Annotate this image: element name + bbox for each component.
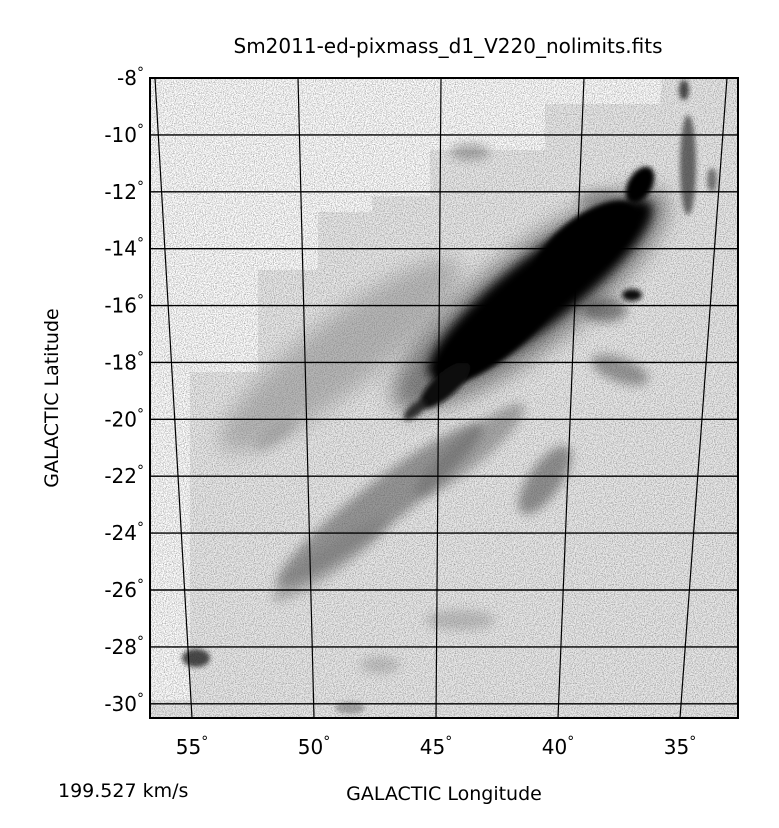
velocity-annotation: 199.527 km/s [58,780,188,802]
y-tick-label: -8° [117,65,144,90]
x-tick-labels: 55° 50° 45° 40° 35° [176,734,696,759]
y-tick-label: -24° [104,520,144,545]
main-filament [392,166,668,421]
x-tick-label: 45° [420,734,452,759]
y-tick-label: -18° [104,349,144,374]
left-diffuse-band [219,258,461,452]
far-right-streak [680,115,696,215]
x-tick-label: 35° [664,734,696,759]
intensity-image [150,78,738,718]
plot-frame [149,77,739,719]
y-tick-label: -22° [104,463,144,488]
right-clump [518,445,572,515]
y-axis-label: GALACTIC Latitude [41,308,63,487]
y-tick-label: -14° [104,236,144,261]
y-tick-labels: -8° -10° -12° -14° -16° -18° -20° -22° -24° -26° -… [104,65,144,716]
y-tick-label: -10° [104,122,144,147]
y-tick-label: -20° [104,406,144,431]
chart-title: Sm2011-ed-pixmass_d1_V220_nolimits.fits [234,34,663,58]
diffuse-emission [182,80,717,714]
y-tick-label: -16° [104,293,144,318]
x-tick-label: 40° [542,734,574,759]
longitude-gridline [679,78,728,718]
x-tick-label: 50° [298,734,330,759]
y-tick-label: -30° [104,691,144,716]
y-tick-label: -12° [104,179,144,204]
coordinate-grid [150,78,738,718]
longitude-gridline [154,78,193,718]
small-knot [182,649,210,667]
longitude-gridline [435,78,442,718]
x-tick-label: 55° [176,734,208,759]
y-tick-label: -26° [104,577,144,602]
longitude-gridline [297,78,315,718]
longitude-gridline [557,78,585,718]
x-axis-label: GALACTIC Longitude [346,783,542,805]
y-tick-label: -28° [104,634,144,659]
